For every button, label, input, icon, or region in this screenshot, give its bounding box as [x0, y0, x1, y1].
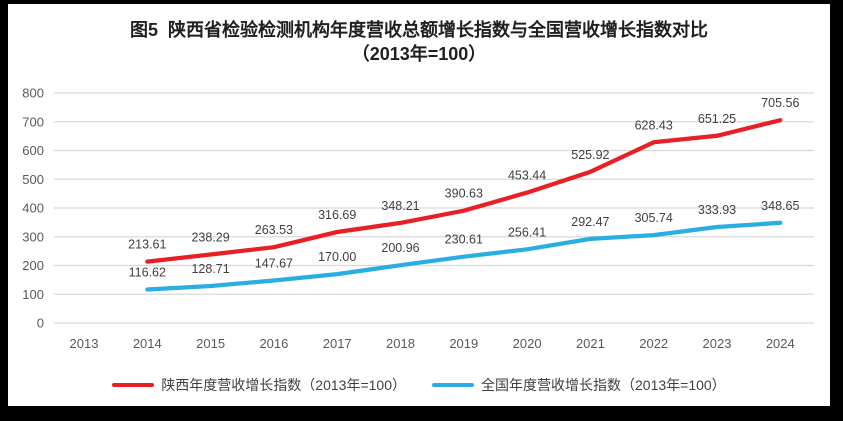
series-line-0	[145, 118, 783, 264]
data-label-series-0: 628.43	[635, 118, 673, 132]
x-axis-tick-label: 2014	[133, 336, 162, 351]
chart-canvas: 图5 陕西省检验检测机构年度营收总额增长指数与全国营收增长指数对比 （2013年…	[8, 4, 830, 406]
data-label-series-1: 348.65	[761, 199, 799, 213]
data-label-series-1: 333.93	[698, 203, 736, 217]
y-axis-tick-label: 100	[22, 287, 44, 302]
x-axis-tick-label: 2018	[386, 336, 415, 351]
legend-item-shaanxi: 陕西年度营收增长指数（2013年=100）	[112, 375, 406, 395]
y-axis-tick-label: 0	[37, 316, 44, 331]
y-axis-tick-label: 200	[22, 258, 44, 273]
data-label-series-0: 390.63	[445, 187, 483, 201]
x-axis-tick-label: 2019	[449, 336, 478, 351]
legend-item-label: 陕西年度营收增长指数（2013年=100）	[161, 377, 406, 393]
data-label-series-0: 316.69	[318, 208, 356, 222]
x-axis-tick-label: 2023	[703, 336, 732, 351]
y-axis-tick-label: 600	[22, 143, 44, 158]
data-label-series-1: 200.96	[381, 241, 419, 255]
y-axis-tick-label: 500	[22, 172, 44, 187]
series-line-1	[145, 220, 783, 292]
data-label-series-0: 705.56	[761, 96, 799, 110]
legend-item-national: 全国年度营收增长指数（2013年=100）	[432, 375, 726, 395]
data-label-series-1: 116.62	[129, 265, 166, 279]
chart-title-line-1: 图5 陕西省检验检测机构年度营收总额增长指数与全国营收增长指数对比	[129, 20, 708, 40]
data-label-series-0: 213.61	[128, 238, 166, 252]
national-line-swatch	[432, 383, 474, 387]
x-axis-tick-label: 2024	[766, 336, 795, 351]
y-axis-tick-label: 300	[22, 229, 44, 244]
data-label-series-0: 348.21	[381, 199, 419, 213]
x-axis-tick-label: 2021	[576, 336, 605, 351]
x-axis-tick-label: 2013	[70, 336, 99, 351]
data-label-series-1: 170.00	[318, 250, 356, 264]
y-axis-tick-label: 400	[22, 201, 44, 216]
data-label-series-1: 147.67	[255, 257, 293, 271]
legend: 陕西年度营收增长指数（2013年=100） 全国年度营收增长指数（2013年=1…	[8, 375, 830, 395]
legend-item-label: 全国年度营收增长指数（2013年=100）	[481, 377, 726, 393]
data-label-series-1: 256.41	[508, 225, 546, 239]
x-axis-tick-label: 2022	[639, 336, 668, 351]
x-axis-tick-label: 2016	[259, 336, 288, 351]
shaanxi-line-swatch	[112, 383, 155, 387]
y-axis-tick-label: 800	[22, 86, 44, 101]
data-label-series-1: 230.61	[445, 233, 483, 247]
data-label-series-0: 263.53	[255, 223, 293, 237]
data-label-series-0: 453.44	[508, 169, 546, 183]
x-axis-tick-label: 2020	[513, 336, 542, 351]
data-label-series-1: 128.71	[191, 262, 229, 276]
data-label-series-0: 238.29	[191, 230, 229, 244]
y-axis-tick-label: 700	[22, 114, 44, 129]
x-axis-tick-label: 2015	[196, 336, 225, 351]
chart-title-line-2: （2013年=100）	[351, 44, 487, 64]
data-label-series-0: 651.25	[698, 112, 736, 126]
line-chart: 0 100 200 300 400 500 600 700 800 2013 2014 2015 201…	[22, 86, 814, 351]
x-axis-tick-label: 2017	[323, 336, 352, 351]
data-label-series-1: 292.47	[571, 215, 609, 229]
data-label-series-1: 305.74	[635, 211, 673, 225]
chart-title: 图5 陕西省检验检测机构年度营收总额增长指数与全国营收增长指数对比 （2013年…	[8, 18, 830, 66]
data-label-series-0: 525.92	[571, 148, 609, 162]
